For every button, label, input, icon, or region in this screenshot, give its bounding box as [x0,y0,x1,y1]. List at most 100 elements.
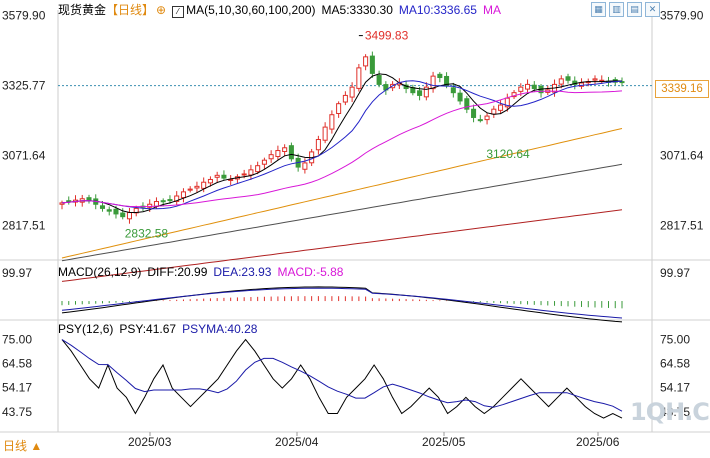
candle-body [106,209,112,212]
candle-body [417,90,423,96]
ma-indicator-icon[interactable]: ⁄ [172,6,185,18]
candle-body [349,86,355,98]
low-annotation-mid: 3120.64 [486,147,530,161]
macd-params[interactable]: MACD(26,12,9) [58,265,142,279]
candle-body [430,75,436,90]
candle-body [248,169,254,176]
layout-icon[interactable]: ▥ [609,2,624,17]
timeframe-label[interactable]: 【日线】 [106,3,155,17]
psy-tick-right: 75.00 [660,333,690,347]
price-tick-right: 3579.90 [660,9,704,23]
candle-body [450,87,456,94]
grid-icon[interactable]: ▦ [591,2,606,17]
candle-body [329,114,335,130]
candle-body [511,92,517,98]
macd-tick-left: 99.97 [2,266,32,280]
macd-dea-line [61,287,623,319]
ma30-line [61,90,623,208]
candle-body [282,147,288,152]
current-price-tag: 3339.16 [655,80,709,98]
x-axis-label: 2025/03 [128,435,172,449]
psy-tick-right: 43.75 [660,405,690,419]
candle-body [315,139,321,151]
candle-body [174,195,180,202]
candle-body [261,159,267,165]
candle-body [180,191,186,199]
psy-params[interactable]: PSY(12,6) [58,322,114,336]
psy-value: PSY:41.67 [119,322,177,336]
candle-body [302,162,308,170]
macd-diff: DIFF:20.99 [147,265,208,279]
ma-extra: MA [482,3,501,17]
watermark-logo: 1QH.CN [630,398,710,426]
candle-body [464,98,470,110]
price-tick-left: 3071.64 [2,149,46,163]
candle-body [241,173,247,176]
candle-body [113,208,119,215]
candle-body [167,199,173,202]
ma5-line [61,73,623,213]
candle-body [484,115,490,121]
candle-body [592,78,598,81]
ma-params[interactable]: MA(5,10,30,60,100,200) [186,3,316,17]
price-header: 现货黄金【日线】 ⊕ ⁄ MA(5,10,30,60,100,200) MA5:3330… [58,2,507,18]
candle-body [268,154,274,160]
candle-body [457,92,463,102]
candle-body [531,84,537,90]
candle-body [194,185,200,189]
candle-body [369,55,375,74]
close-icon[interactable]: ✕ [645,2,660,17]
x-axis-label: 2025/06 [576,435,620,449]
timeframe-switch-button[interactable]: 日线 ▲ [3,439,43,453]
candle-body [207,178,213,184]
candle-body [99,205,106,209]
psy-line [61,338,623,419]
macd-diff-line [61,286,623,323]
candle-body [558,78,564,85]
candle-body [221,174,227,179]
candle-body [342,94,348,103]
high-annotation: 3499.83 [365,29,409,43]
psy-tick-left: 54.17 [2,381,32,395]
candle-body [288,145,294,160]
psy-tick-left: 64.58 [2,357,32,371]
price-tick-right: 3071.64 [660,149,704,163]
toolbar-icons: ▦ ▥ ▤ ✕ [591,2,660,17]
ma10-value: MA10:3336.65 [398,3,477,17]
price-tick-left: 3579.90 [2,9,46,23]
window-icon[interactable]: ▤ [627,2,642,17]
ma100-line [61,163,623,262]
candle-body [120,212,126,218]
candle-body [228,178,234,181]
price-tick-left: 2817.51 [2,219,46,233]
ma10-line [61,80,623,210]
candle-body [491,108,497,115]
candle-body [160,200,166,203]
x-axis-label: 2025/05 [422,435,466,449]
candle-body [86,197,92,202]
candle-body [255,165,261,173]
psy-header: PSY(12,6) PSY:41.67 PSYMA:40.28 [58,321,263,337]
candle-body [275,150,281,158]
candle-body [565,76,571,81]
candle-body [518,86,524,92]
psyma-value: PSYMA:40.28 [182,322,258,336]
candle-body [363,56,369,67]
price-tick-right: 2817.51 [660,219,704,233]
settings-icon[interactable]: ⊕ [156,3,167,17]
low-annotation-left: 2832.58 [125,226,169,240]
x-axis-label: 2025/04 [275,435,319,449]
candle-body [214,174,220,178]
psy-tick-left: 43.75 [2,405,32,419]
candle-body [423,86,429,98]
candle-body [336,103,342,114]
instrument-name: 现货黄金 [58,3,107,17]
macd-value: MACD:-5.88 [277,265,344,279]
psyma-line [61,339,623,412]
ma5-value: MA5:3330.30 [321,3,393,17]
ma60-line [61,128,623,259]
candle-body [322,126,328,141]
candle-body [187,188,193,191]
